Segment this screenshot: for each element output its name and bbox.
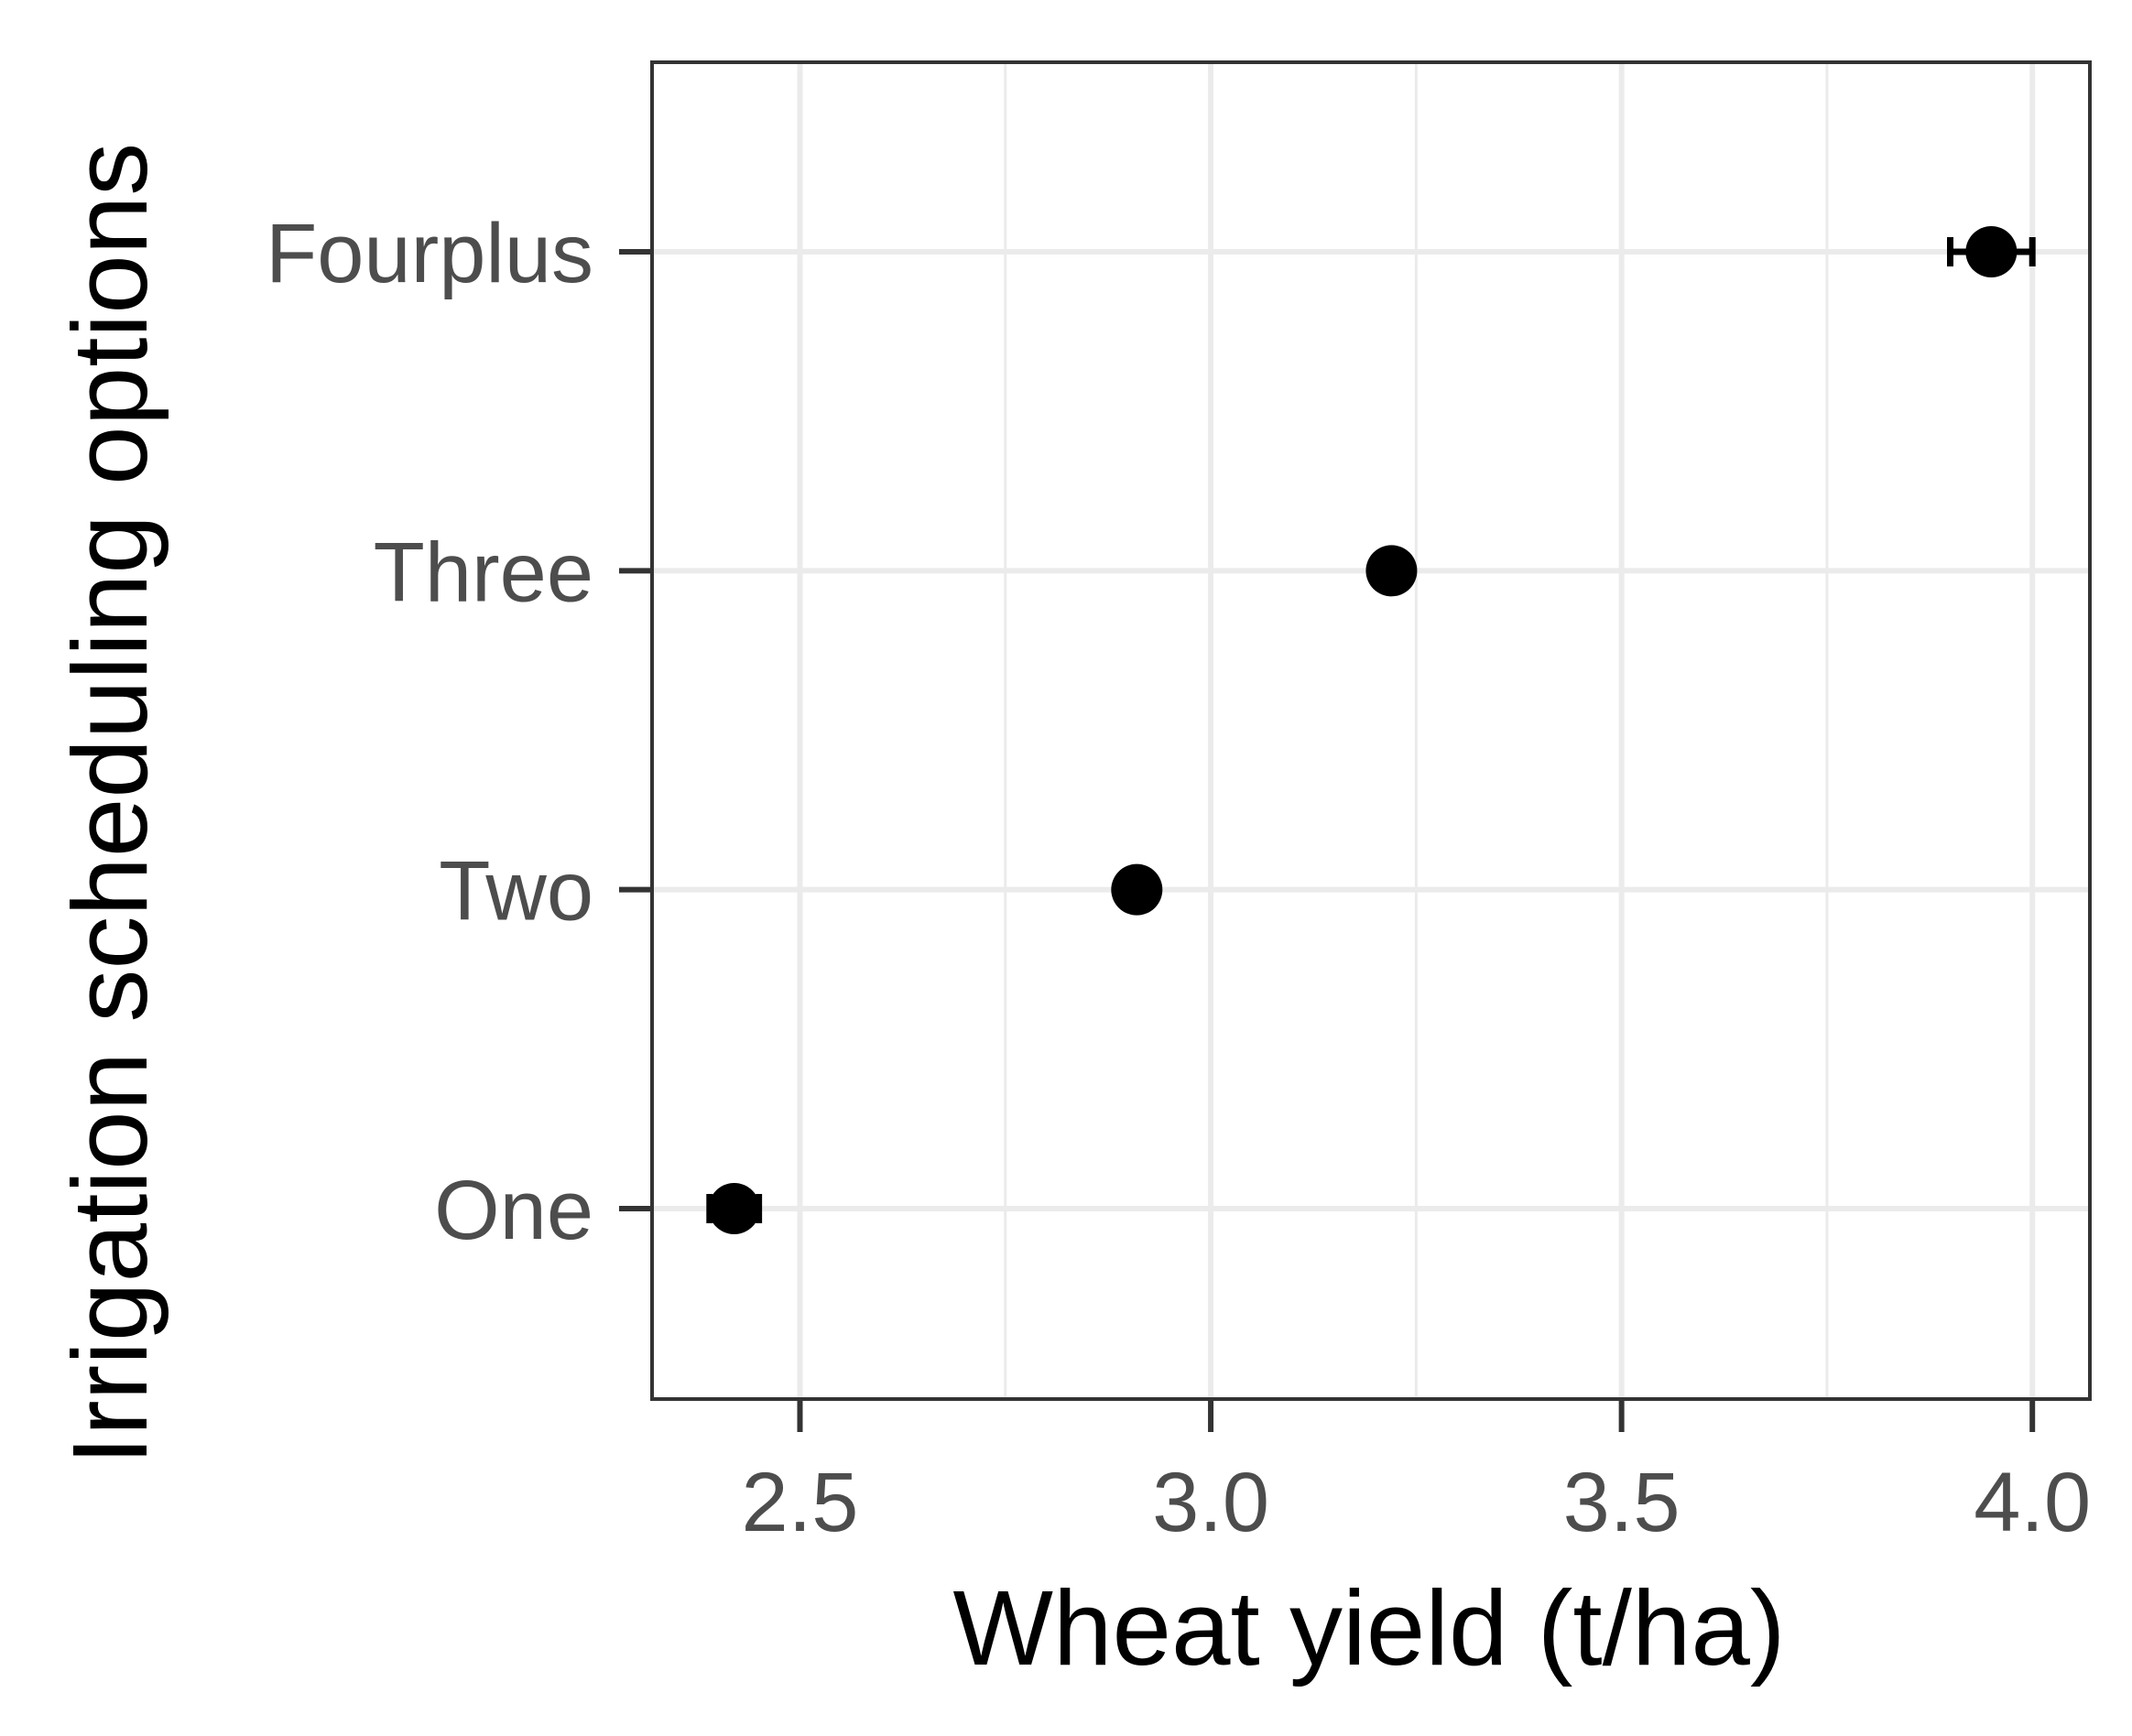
y-tick-label: Fourplus	[266, 207, 593, 300]
x-tick-label: 3.5	[1563, 1456, 1681, 1549]
x-axis-ticks: 2.5 3.0 3.5 4.0	[742, 1399, 2091, 1549]
panel-border	[650, 60, 2092, 1401]
data-point	[708, 1183, 760, 1234]
data-point	[1965, 226, 2018, 277]
y-tick-label: One	[434, 1164, 593, 1257]
data-points	[708, 226, 2018, 1234]
data-point	[1111, 863, 1163, 916]
x-axis-title: Wheat yield (t/ha)	[952, 1568, 1785, 1687]
y-tick-label: Three	[374, 526, 593, 619]
y-axis-title: Irrigation scheduling options	[50, 143, 169, 1465]
x-tick-label: 3.0	[1152, 1456, 1269, 1549]
grid-lines	[652, 62, 2090, 1399]
x-tick-label: 2.5	[742, 1456, 859, 1549]
data-point	[1365, 545, 1418, 597]
x-tick-label: 4.0	[1974, 1456, 2091, 1549]
y-axis-ticks: One Two Three Fourplus	[266, 207, 652, 1257]
error-bars	[706, 237, 2036, 1223]
y-tick-label: Two	[439, 845, 593, 939]
